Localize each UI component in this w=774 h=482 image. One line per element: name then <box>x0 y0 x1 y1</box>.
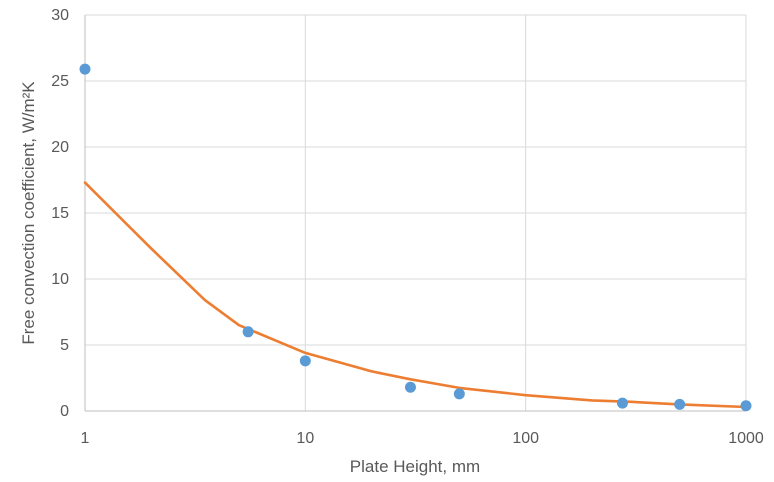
tick-labels: 0 5 10 15 20 25 30 1 10 100 1000 <box>51 7 764 447</box>
data-point <box>616 397 628 409</box>
y-tick-label: 0 <box>60 403 69 420</box>
x-tick-label: 100 <box>512 430 539 447</box>
data-points-layer <box>79 63 752 412</box>
data-point <box>242 326 254 338</box>
fit-line <box>83 181 748 409</box>
y-tick-label: 5 <box>60 337 69 354</box>
data-point <box>404 381 416 393</box>
y-tick-label: 10 <box>51 271 69 288</box>
y-tick-label: 20 <box>51 139 69 156</box>
data-point <box>740 400 752 412</box>
gridlines <box>85 14 747 411</box>
y-tick-label: 30 <box>51 7 69 24</box>
x-tick-label: 1000 <box>728 430 764 447</box>
data-point <box>674 398 686 410</box>
data-point <box>299 355 311 367</box>
y-axis-title: Free convection coefficient, W/m²K <box>19 81 38 345</box>
x-tick-label: 10 <box>296 430 314 447</box>
fit-line-layer <box>83 181 748 409</box>
x-tick-label: 1 <box>81 430 90 447</box>
data-point <box>79 63 91 75</box>
y-tick-label: 25 <box>51 73 69 90</box>
x-axis-title: Plate Height, mm <box>350 457 480 476</box>
y-tick-label: 15 <box>51 205 69 222</box>
data-point <box>453 388 465 400</box>
axes <box>84 15 746 412</box>
